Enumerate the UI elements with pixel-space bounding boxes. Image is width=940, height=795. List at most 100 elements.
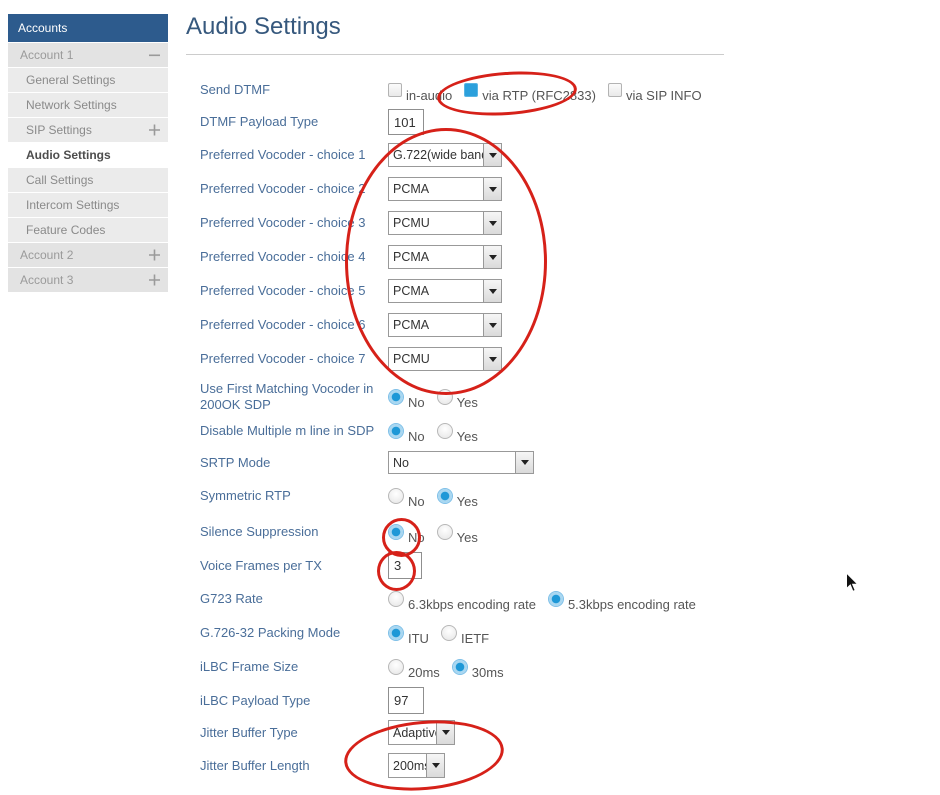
voice-frames-per-tx-input[interactable]: 3 <box>388 552 422 579</box>
chevron-down-icon[interactable] <box>483 212 501 234</box>
main-content: Audio Settings Send DTMF in-audio via RTP … <box>186 12 806 778</box>
form-row-use-first-matching: Use First Matching Vocoder in 200OK SDP N… <box>186 381 806 413</box>
vocoder-4-label: Preferred Vocoder - choice 4 <box>200 249 366 264</box>
dropdown-arrow-icon <box>431 763 440 768</box>
vocoder-7-label: Preferred Vocoder - choice 7 <box>200 351 366 366</box>
symmetric-rtp-radio-yes[interactable] <box>436 488 453 504</box>
vocoder-2-select[interactable]: PCMA <box>388 177 502 201</box>
expand-icon[interactable] <box>149 249 160 261</box>
jitter-buffer-length-control: 200ms <box>388 753 445 778</box>
send-dtmf-checkbox-via-sip-info[interactable] <box>607 83 622 97</box>
g726-32-packing-mode-radio-itu[interactable] <box>388 625 404 641</box>
send-dtmf-label: Send DTMF <box>200 82 271 97</box>
silence-suppression-option-label[interactable]: Yes <box>456 529 478 545</box>
sidebar-item-account-3[interactable]: Account 3 <box>8 268 168 292</box>
sidebar-item-intercom-settings[interactable]: Intercom Settings <box>8 193 168 217</box>
sidebar-item-call-settings[interactable]: Call Settings <box>8 168 168 192</box>
symmetric-rtp-radio-no[interactable] <box>388 488 404 504</box>
g726-32-packing-mode-option-label[interactable]: ITU <box>408 630 429 646</box>
chevron-down-icon[interactable] <box>483 246 501 268</box>
ilbc-frame-size-radio-20ms[interactable] <box>388 659 404 675</box>
symmetric-rtp-option-label[interactable]: No <box>408 493 425 509</box>
chevron-down-icon[interactable] <box>483 348 501 370</box>
silence-suppression-option-label[interactable]: No <box>408 529 425 545</box>
sidebar-item-label: Account 1 <box>20 48 74 62</box>
silence-suppression-radio-yes[interactable] <box>436 524 453 540</box>
chevron-down-icon[interactable] <box>483 144 501 166</box>
send-dtmf-option-label[interactable]: in-audio <box>406 87 453 103</box>
use-first-matching-radio-no[interactable] <box>388 389 404 405</box>
vocoder-3-select[interactable]: PCMU <box>388 211 502 235</box>
sidebar-item-audio-settings[interactable]: Audio Settings <box>8 143 168 167</box>
vocoder-1-select-value: G.722(wide band) <box>393 148 483 162</box>
jitter-buffer-type-select[interactable]: Adaptive <box>388 720 455 745</box>
vocoder-4-select[interactable]: PCMA <box>388 245 502 269</box>
silence-suppression-option-no: No <box>388 524 425 545</box>
expand-icon[interactable] <box>149 124 160 136</box>
ilbc-frame-size-option-label[interactable]: 30ms <box>471 664 504 680</box>
use-first-matching-radio-yes[interactable] <box>436 389 453 405</box>
vocoder-3-select-value: PCMU <box>393 216 430 230</box>
send-dtmf-option-via-sip-info: via SIP INFO <box>607 83 702 103</box>
vocoder-5-select-value: PCMA <box>393 284 430 298</box>
vocoder-7-select[interactable]: PCMU <box>388 347 502 371</box>
sidebar-item-network-settings[interactable]: Network Settings <box>8 93 168 117</box>
chevron-down-icon[interactable] <box>426 754 444 777</box>
disable-multiple-m-line-option-label[interactable]: Yes <box>456 428 478 444</box>
sidebar-item-general-settings[interactable]: General Settings <box>8 68 168 92</box>
send-dtmf-checkbox-via-rtp-rfc2833[interactable] <box>464 83 479 97</box>
disable-multiple-m-line-control: No Yes <box>388 419 490 444</box>
form-row-vocoder-1: Preferred Vocoder - choice 1 G.722(wide b… <box>186 143 806 167</box>
disable-multiple-m-line-radio-yes[interactable] <box>436 423 453 439</box>
form-row-srtp-mode: SRTP Mode No <box>186 451 806 474</box>
sidebar-item-account-2[interactable]: Account 2 <box>8 243 168 267</box>
sidebar-item-label: SIP Settings <box>26 123 92 137</box>
sidebar: Accounts Account 1 General Settings Networ… <box>8 14 168 292</box>
voice-frames-per-tx-control: 3 <box>388 552 422 579</box>
send-dtmf-option-label[interactable]: via SIP INFO <box>625 87 702 103</box>
sidebar-item-label: Call Settings <box>26 173 94 187</box>
chevron-down-icon[interactable] <box>483 178 501 200</box>
sidebar-item-account-1[interactable]: Account 1 <box>8 43 168 67</box>
send-dtmf-checkbox-in-audio[interactable] <box>388 83 402 97</box>
g726-32-packing-mode-option-itu: ITU <box>388 625 429 646</box>
g726-32-packing-mode-radio-ietf[interactable] <box>440 625 457 641</box>
chevron-down-icon[interactable] <box>483 314 501 336</box>
ilbc-payload-type-input[interactable]: 97 <box>388 687 424 714</box>
ilbc-frame-size-option-label[interactable]: 20ms <box>408 664 440 680</box>
symmetric-rtp-option-label[interactable]: Yes <box>456 493 478 509</box>
ilbc-frame-size-control: 20ms 30ms <box>388 655 516 680</box>
sidebar-item-feature-codes[interactable]: Feature Codes <box>8 218 168 242</box>
chevron-down-icon[interactable] <box>483 280 501 302</box>
disable-multiple-m-line-radio-no[interactable] <box>388 423 404 439</box>
collapse-icon[interactable] <box>149 50 160 61</box>
sidebar-item-sip-settings[interactable]: SIP Settings <box>8 118 168 142</box>
ilbc-frame-size-radio-30ms[interactable] <box>451 659 468 675</box>
g723-rate-radio-5-3kbps-encoding-rate[interactable] <box>547 591 564 607</box>
vocoder-6-select[interactable]: PCMA <box>388 313 502 337</box>
use-first-matching-option-label[interactable]: Yes <box>456 394 478 410</box>
srtp-mode-select[interactable]: No <box>388 451 534 474</box>
g723-rate-control: 6.3kbps encoding rate 5.3kbps encoding ra… <box>388 587 708 612</box>
g723-rate-option-label[interactable]: 5.3kbps encoding rate <box>567 596 696 612</box>
g723-rate-option-label[interactable]: 6.3kbps encoding rate <box>408 596 536 612</box>
chevron-down-icon[interactable] <box>436 721 454 744</box>
vocoder-5-select[interactable]: PCMA <box>388 279 502 303</box>
chevron-down-icon[interactable] <box>515 452 533 473</box>
form-row-symmetric-rtp: Symmetric RTP No Yes <box>186 484 806 509</box>
send-dtmf-option-label[interactable]: via RTP (RFC2833) <box>482 87 596 103</box>
form-row-vocoder-5: Preferred Vocoder - choice 5 PCMA <box>186 279 806 303</box>
g723-rate-radio-6-3kbps-encoding-rate[interactable] <box>388 591 404 607</box>
g723-rate-option-5-3kbps-encoding-rate: 5.3kbps encoding rate <box>547 591 696 612</box>
disable-multiple-m-line-option-label[interactable]: No <box>408 428 425 444</box>
dtmf-payload-type-input[interactable]: 101 <box>388 109 424 135</box>
silence-suppression-control: No Yes <box>388 520 490 545</box>
g726-32-packing-mode-option-label[interactable]: IETF <box>460 630 490 646</box>
form-row-g723-rate: G723 Rate 6.3kbps encoding rate 5.3kbps en… <box>186 587 806 612</box>
silence-suppression-radio-no[interactable] <box>388 524 404 540</box>
vocoder-1-select[interactable]: G.722(wide band) <box>388 143 502 167</box>
use-first-matching-option-label[interactable]: No <box>408 394 425 410</box>
jitter-buffer-length-select[interactable]: 200ms <box>388 753 445 778</box>
expand-icon[interactable] <box>149 274 160 286</box>
